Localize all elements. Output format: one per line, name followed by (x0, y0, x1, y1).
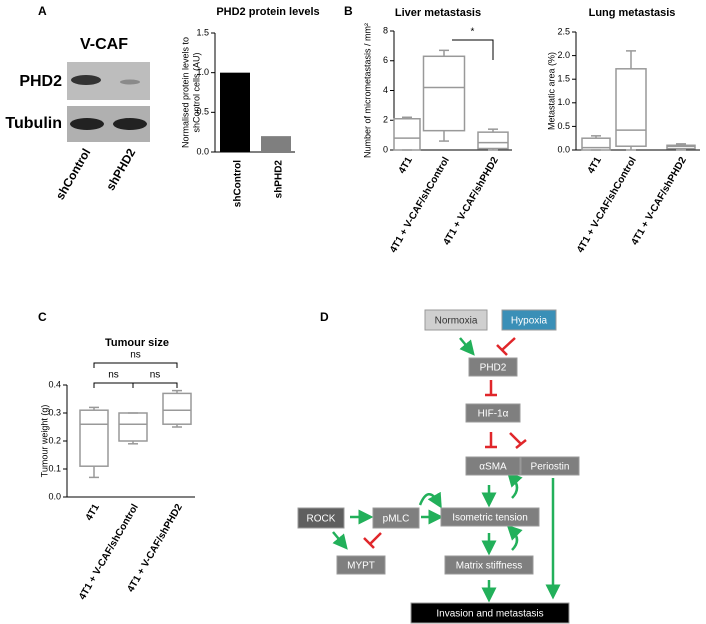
x-tick-label: shControl (233, 160, 244, 207)
box (422, 55, 466, 132)
box (477, 131, 509, 150)
diagram-node (468, 357, 518, 377)
y-tick-label: 2.5 (557, 26, 570, 36)
x-tick-label: 4T1 + V-CAF/shPHD2 (441, 155, 501, 247)
significance-bracket (93, 382, 134, 388)
diagram-node (372, 507, 420, 529)
y-tick-label: 1.5 (196, 27, 209, 37)
blot-band (113, 118, 147, 130)
x-tick-label: 4T1 (84, 502, 102, 523)
significance-label: ns (130, 350, 141, 361)
y-axis-label: shControl cells (AU) (191, 52, 201, 132)
diagram-node-label: Normoxia (435, 316, 478, 327)
y-tick-label: 2.0 (557, 50, 570, 60)
y-axis-label: Metastatic area (%) (546, 52, 556, 130)
y-tick-label: 0.3 (48, 407, 61, 417)
diagram-node (440, 507, 540, 527)
diagram-node-label: PHD2 (480, 363, 507, 374)
y-tick-label: 0.2 (48, 435, 61, 445)
x-tick-label: 4T1 (397, 155, 415, 176)
significance-bracket (93, 362, 178, 368)
blot-lane-label: shPHD2 (103, 146, 138, 193)
y-tick-label: 6 (383, 55, 388, 65)
blot-lane-label: shControl (53, 146, 93, 202)
y-axis-label: Normalised protein levels to (180, 37, 190, 148)
box (118, 412, 148, 442)
significance-label: ns (108, 370, 119, 381)
significance-bracket (132, 382, 178, 388)
diagram-node (424, 309, 488, 331)
x-tick-label: shPHD2 (274, 160, 285, 199)
y-tick-label: 1.0 (557, 97, 570, 107)
x-tick-label: 4T1 (586, 155, 604, 176)
diagram-node-label: Hypoxia (511, 316, 548, 327)
bar (261, 136, 291, 152)
panel-label: A (38, 4, 47, 18)
y-tick-label: 0.0 (48, 491, 61, 501)
diagram-node-label: Invasion and metastasis (436, 609, 543, 620)
blot-row-label: Tubulin (5, 115, 62, 132)
chart-title: Liver metastasis (395, 7, 481, 19)
box (581, 137, 611, 151)
diagram-node-label: Isometric tension (452, 513, 528, 524)
y-axis-label: Number of micrometastasis / mm² (362, 23, 372, 158)
box (615, 68, 647, 147)
y-tick-label: 2 (383, 115, 388, 125)
diagram-node-label: ROCK (307, 514, 336, 525)
blot-band (70, 118, 104, 130)
significance-bracket (452, 39, 494, 60)
box (393, 118, 421, 151)
diagram-node (336, 555, 386, 575)
y-tick-label: 0.5 (196, 107, 209, 117)
y-tick-label: 0.5 (557, 121, 570, 131)
blot-title: V-CAF (80, 36, 128, 53)
diagram-node (444, 555, 534, 575)
box (79, 409, 109, 467)
blot-band (71, 75, 101, 85)
diagram-node-label: HIF-1α (478, 409, 509, 420)
diagram-node (501, 309, 557, 331)
chart-title: PHD2 protein levels (216, 6, 319, 18)
y-tick-label: 0.0 (557, 144, 570, 154)
y-tick-label: 0 (383, 144, 388, 154)
panel-label: C (38, 310, 47, 324)
diagram-node (465, 403, 521, 423)
diagram-node (410, 602, 570, 624)
diagram-node-label: αSMA (479, 462, 507, 473)
blot-row-label: PHD2 (19, 73, 62, 90)
box (162, 392, 192, 425)
diagram-node (297, 507, 345, 529)
y-tick-label: 1.5 (557, 74, 570, 84)
diagram-node-label: MYPT (347, 561, 375, 572)
significance-label: * (471, 27, 475, 38)
panel-label: B (344, 4, 353, 18)
diagram-node (465, 456, 521, 476)
y-tick-label: 0.4 (48, 379, 61, 389)
x-tick-label: 4T1 + V-CAF/shPHD2 (629, 155, 689, 247)
y-tick-label: 1.0 (196, 67, 209, 77)
y-axis-label: Tumour weight (g) (39, 405, 49, 478)
y-tick-label: 0.0 (196, 146, 209, 156)
y-tick-label: 4 (383, 85, 388, 95)
blot-band (120, 79, 140, 85)
chart-title: Tumour size (105, 337, 169, 349)
significance-label: ns (150, 370, 161, 381)
bar (220, 72, 250, 152)
diagram-node-label: pMLC (383, 514, 410, 525)
chart-title: Lung metastasis (589, 7, 676, 19)
y-tick-label: 0.1 (48, 463, 61, 473)
panel-label: D (320, 310, 329, 324)
diagram-node-label: Matrix stiffness (456, 561, 523, 572)
diagram-node (520, 456, 580, 476)
pathway-diagram (332, 337, 561, 603)
diagram-node-label: Periostin (531, 462, 570, 473)
y-tick-label: 8 (383, 25, 388, 35)
